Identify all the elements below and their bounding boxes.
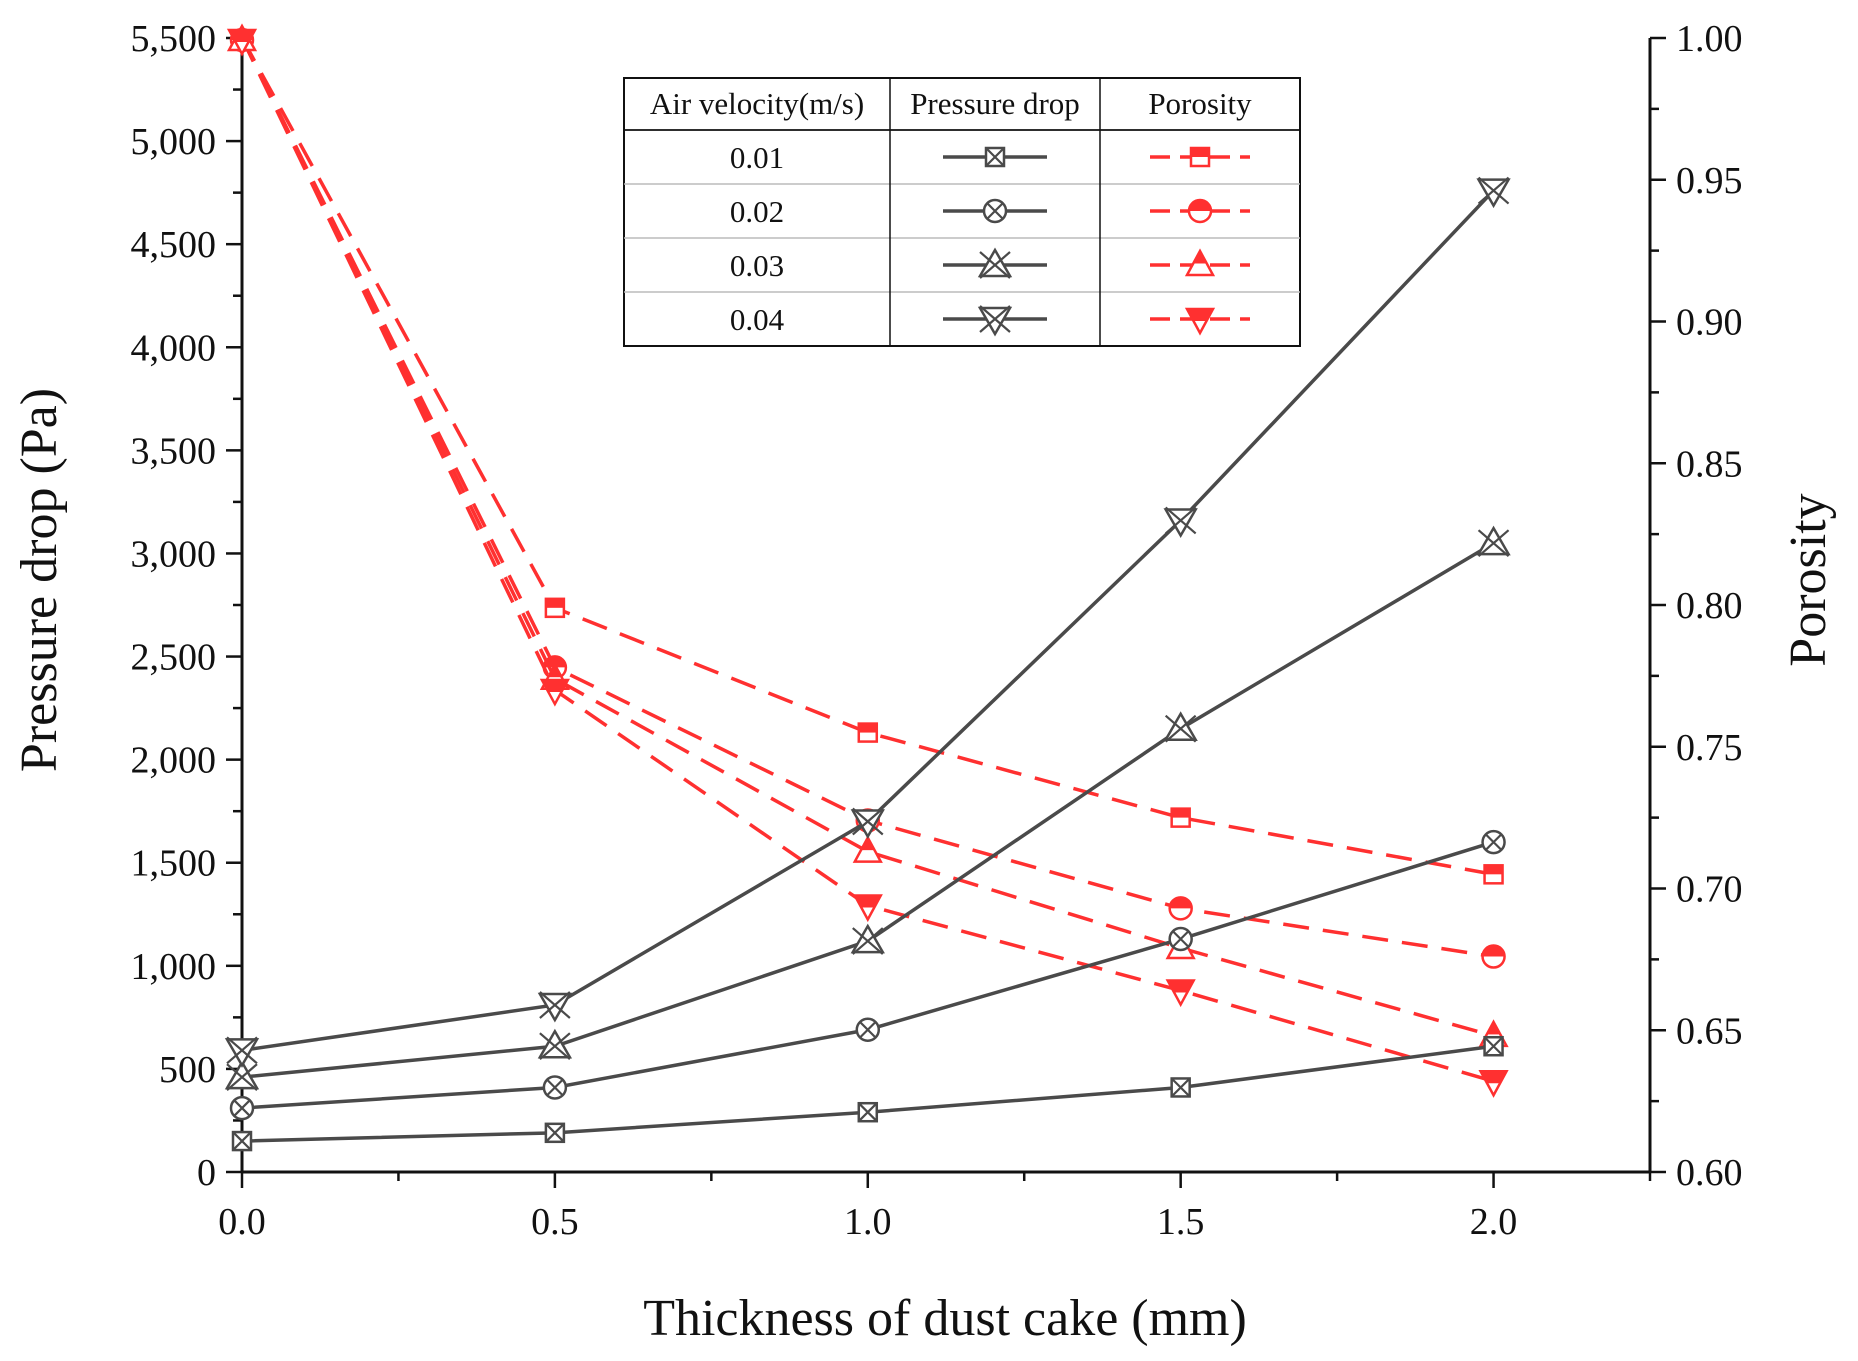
left-y-tick-label: 5,500	[131, 18, 217, 60]
left-y-tick-label: 2,500	[131, 637, 217, 679]
pressure-series-0.03	[224, 525, 1511, 1091]
legend-header: Porosity	[1148, 86, 1252, 121]
legend-porosity-marker	[1184, 248, 1216, 277]
porosity-series-0.04	[240, 37, 1509, 1098]
legend-porosity-marker	[1189, 146, 1211, 168]
porosity-point	[1483, 864, 1504, 885]
legend: Air velocity(m/s) Pressure drop Porosity 0.…	[623, 77, 1301, 347]
right-y-tick-label: 0.85	[1676, 443, 1743, 485]
porosity-point	[857, 722, 879, 743]
legend-header: Air velocity(m/s)	[650, 86, 864, 121]
pressure-point	[544, 1122, 566, 1144]
left-y-tick-label: 3,000	[131, 533, 217, 575]
x-tick-label: 1.0	[844, 1201, 892, 1243]
porosity-point	[226, 28, 258, 57]
x-tick-label: 1.5	[1157, 1201, 1205, 1243]
pressure-point	[1163, 711, 1198, 743]
left-y-tick-label: 0	[197, 1152, 216, 1194]
legend-header: Pressure drop	[910, 86, 1080, 121]
pressure-point	[542, 1075, 568, 1100]
pressure-line	[241, 840, 1495, 1110]
x-tick-label: 2.0	[1470, 1201, 1518, 1243]
right-y-tick-label: 0.70	[1676, 869, 1743, 911]
x-tick-label: 0.5	[531, 1201, 579, 1243]
pressure-point	[1481, 829, 1506, 855]
tick-labels: 0.0 0.5 1.0 1.5 2.0 0 500 1,000 1,500 2,000 2,500 3…	[131, 18, 1743, 1243]
pressure-point	[537, 991, 573, 1023]
porosity-point	[1168, 896, 1193, 921]
pressure-point	[231, 1130, 253, 1152]
porosity-point	[539, 678, 570, 707]
legend-porosity-marker	[1184, 307, 1216, 336]
legend-pressure-marker	[977, 247, 1013, 279]
porosity-point	[852, 835, 883, 863]
x-tick-label: 0.0	[218, 1201, 266, 1243]
pressure-point	[229, 1095, 255, 1121]
left-y-tick-label: 3,500	[131, 430, 217, 472]
right-y-tick-label: 0.95	[1676, 160, 1743, 202]
legend-pressure-marker	[984, 146, 1006, 168]
left-y-tick-label: 1,000	[131, 946, 217, 988]
x-axis-title: Thickness of dust cake (mm)	[643, 1290, 1247, 1347]
pressure-point	[850, 807, 885, 839]
axis-ticks	[226, 36, 1666, 1188]
pressure-point	[1483, 1035, 1504, 1057]
porosity-point	[1481, 944, 1506, 969]
legend-row-label: 0.02	[730, 194, 784, 229]
left-y-tick-label: 4,000	[131, 327, 217, 369]
right-y-tick-label: 0.60	[1676, 1152, 1743, 1194]
right-y-tick-label: 0.65	[1676, 1010, 1743, 1052]
right-y-tick-label: 0.80	[1676, 585, 1743, 627]
porosity-series-0.01	[240, 37, 1504, 885]
pressure-point	[1476, 176, 1511, 209]
pressure-point	[850, 923, 885, 955]
porosity-point	[852, 894, 883, 923]
porosity-point	[544, 597, 566, 619]
porosity-point	[1170, 807, 1191, 828]
porosity-line	[240, 37, 1494, 877]
right-y-axis-title: Porosity	[1780, 493, 1837, 666]
left-y-tick-label: 2,000	[131, 740, 217, 782]
legend-pressure-marker	[982, 198, 1008, 224]
left-y-tick-label: 1,500	[131, 843, 217, 885]
legend-pressure-marker	[977, 305, 1013, 337]
pressure-point	[1163, 506, 1198, 538]
pressure-point	[224, 1036, 260, 1068]
pressure-point	[1168, 926, 1193, 952]
pressure-point	[855, 1017, 881, 1042]
series-group	[224, 23, 1511, 1152]
pressure-series-0.02	[229, 829, 1506, 1121]
left-y-axis-title: Pressure drop (Pa)	[11, 388, 68, 772]
legend-row-label: 0.04	[730, 302, 785, 337]
legend-porosity-marker	[1187, 198, 1213, 224]
legend-row-label: 0.03	[730, 248, 784, 283]
pressure-series-0.01	[231, 1035, 1504, 1152]
pressure-point	[1170, 1077, 1191, 1098]
left-y-tick-label: 5,000	[131, 121, 217, 163]
right-y-tick-label: 0.75	[1676, 727, 1743, 769]
pressure-point	[857, 1101, 879, 1123]
pressure-line	[241, 1044, 1494, 1143]
right-y-tick-label: 1.00	[1676, 18, 1743, 60]
left-y-tick-label: 500	[159, 1049, 216, 1091]
porosity-point	[1165, 979, 1196, 1008]
left-y-tick-label: 4,500	[131, 224, 217, 266]
legend-row-label: 0.01	[730, 140, 784, 175]
pressure-point	[1476, 525, 1511, 557]
right-y-tick-label: 0.90	[1676, 302, 1743, 344]
pressure-point	[537, 1028, 573, 1061]
pressure-point	[224, 1059, 260, 1091]
porosity-point	[1478, 1070, 1509, 1098]
pressure-series-0.04	[224, 176, 1511, 1068]
